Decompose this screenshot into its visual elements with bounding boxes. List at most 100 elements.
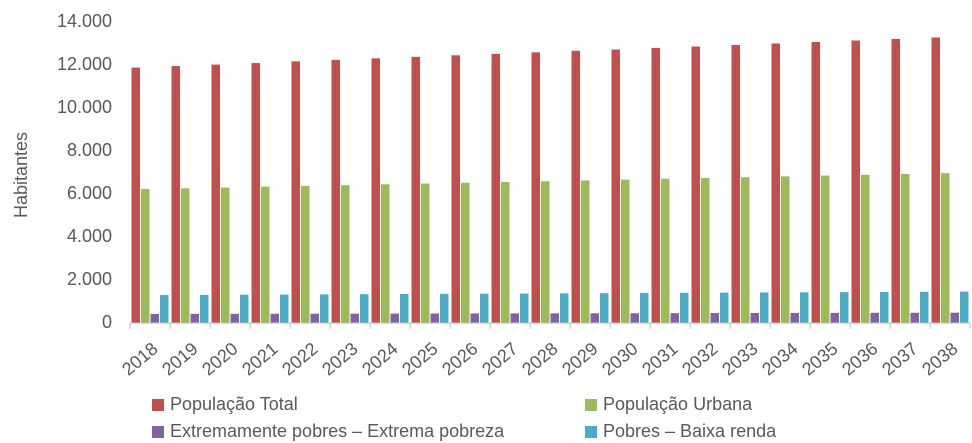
bar: [731, 45, 740, 323]
bar: [880, 291, 889, 323]
bar: [160, 295, 169, 323]
bar: [350, 313, 359, 323]
bar: [261, 186, 270, 323]
bar: [400, 294, 409, 323]
bar: [861, 174, 870, 323]
bar: [760, 292, 769, 323]
y-tick-label: 2.000: [67, 269, 112, 289]
bar: [920, 291, 929, 323]
x-tick-label: 2037: [878, 338, 922, 379]
bar: [200, 294, 209, 323]
y-tick-label: 10.000: [57, 97, 112, 117]
bar: [771, 43, 780, 323]
bar: [661, 178, 670, 323]
bar: [371, 58, 380, 324]
bar: [630, 313, 639, 323]
bar: [461, 182, 470, 323]
y-tick-label: 14.000: [57, 11, 112, 31]
y-axis-title: Habitantes: [11, 132, 31, 218]
legend-swatch: [152, 426, 164, 438]
x-tick-label: 2031: [638, 338, 682, 379]
bar: [141, 189, 150, 323]
bar: [381, 184, 390, 323]
bar: [341, 185, 350, 323]
bar: [870, 312, 879, 323]
bar: [691, 46, 700, 323]
bar: [510, 313, 519, 323]
bar: [840, 292, 849, 323]
bar: [280, 294, 289, 323]
x-tick-label: 2035: [798, 338, 842, 379]
y-tick-label: 4.000: [67, 226, 112, 246]
bar: [781, 176, 790, 323]
bar: [520, 293, 529, 323]
legend-swatch: [585, 426, 597, 438]
bar: [571, 50, 580, 324]
bar: [720, 292, 729, 323]
x-tick-label: 2020: [198, 338, 242, 379]
bar: [750, 313, 759, 323]
x-tick-label: 2027: [478, 338, 522, 379]
bar: [451, 55, 460, 323]
bar: [301, 185, 310, 323]
bar: [741, 177, 750, 323]
bar: [621, 179, 630, 323]
bar: [150, 313, 159, 323]
legend-swatch: [585, 399, 597, 411]
legend-swatch: [152, 399, 164, 411]
bar: [611, 49, 620, 324]
bar: [440, 293, 449, 323]
bar: [181, 188, 190, 323]
bar: [710, 313, 719, 323]
x-tick-label: 2029: [558, 338, 602, 379]
bar: [291, 61, 300, 323]
bar: [640, 292, 649, 323]
bar: [550, 313, 559, 323]
bar: [651, 48, 660, 323]
bar: [240, 294, 249, 323]
x-tick-label: 2023: [318, 338, 362, 379]
legend-label: Pobres – Baixa renda: [603, 421, 777, 441]
x-tick-label: 2024: [358, 338, 402, 379]
bar: [811, 41, 820, 324]
bar: [501, 181, 510, 323]
bar: [131, 67, 140, 323]
x-tick-label: 2025: [398, 338, 442, 379]
bar: [821, 175, 830, 323]
x-tick-label: 2033: [718, 338, 762, 379]
bar: [541, 181, 550, 323]
bar: [310, 313, 319, 323]
bar: [221, 187, 230, 323]
x-tick-label: 2018: [118, 338, 162, 379]
bar: [190, 313, 199, 323]
x-tick-label: 2034: [758, 338, 802, 379]
x-tick-label: 2030: [598, 338, 642, 379]
bar: [581, 180, 590, 323]
bar: [680, 292, 689, 323]
bar: [891, 38, 900, 324]
x-tick-label: 2036: [838, 338, 882, 379]
bar: [670, 313, 679, 323]
bar: [910, 312, 919, 323]
bar: [430, 313, 439, 323]
bar: [790, 312, 799, 323]
y-tick-label: 12.000: [57, 54, 112, 74]
bar: [950, 312, 959, 323]
x-tick-label: 2026: [438, 338, 482, 379]
bar: [701, 177, 710, 323]
bar: [211, 64, 220, 323]
bar: [230, 313, 239, 323]
bar: [360, 294, 369, 323]
x-tick-label: 2021: [238, 338, 282, 379]
y-tick-label: 6.000: [67, 183, 112, 203]
bar: [390, 313, 399, 323]
legend-label: População Urbana: [603, 394, 753, 414]
y-tick-label: 0: [102, 312, 112, 332]
y-tick-label: 8.000: [67, 140, 112, 160]
bar: [491, 53, 500, 323]
legend-label: Extremamente pobres – Extrema pobreza: [170, 421, 505, 441]
x-tick-label: 2032: [678, 338, 722, 379]
x-tick-label: 2019: [158, 338, 202, 379]
bar: [411, 56, 420, 323]
